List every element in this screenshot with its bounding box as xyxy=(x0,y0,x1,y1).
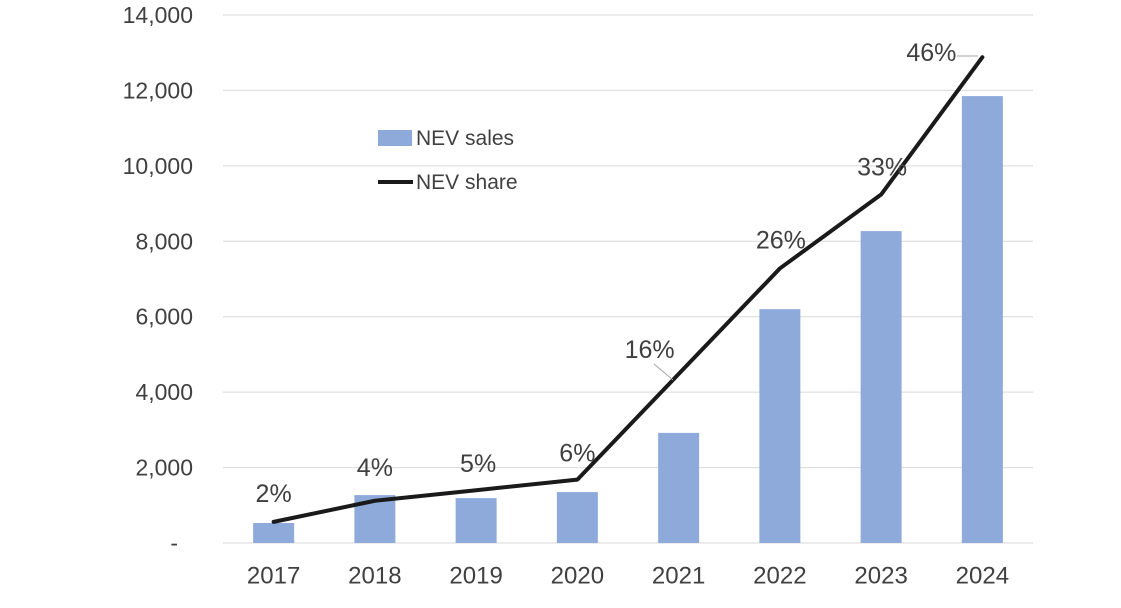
y-axis-label--: - xyxy=(170,530,178,556)
bar-2023 xyxy=(860,231,902,544)
y-axis-label-10,000: 10,000 xyxy=(123,153,193,179)
y-axis-label-2,000: 2,000 xyxy=(135,455,193,481)
data-label-6%: 6% xyxy=(559,440,595,468)
bar-2019 xyxy=(455,498,497,543)
legend-label-nev-share: NEV share xyxy=(416,170,518,194)
bar-2017 xyxy=(253,523,295,543)
x-axis-label-2021: 2021 xyxy=(652,563,705,590)
legend-label-nev-sales: NEV sales xyxy=(416,126,515,150)
data-label-46%: 46% xyxy=(906,39,956,67)
y-axis-label-12,000: 12,000 xyxy=(123,77,193,103)
y-axis-label-14,000: 14,000 xyxy=(123,2,193,28)
data-label-2%: 2% xyxy=(256,480,292,508)
y-axis-label-6,000: 6,000 xyxy=(135,304,193,330)
legend-item-nev-share: NEV share xyxy=(378,166,518,198)
x-axis-label-2022: 2022 xyxy=(753,563,806,590)
x-axis-label-2024: 2024 xyxy=(956,563,1009,590)
label-leader-line-0 xyxy=(653,363,674,381)
legend-item-nev-sales: NEV sales xyxy=(378,122,518,154)
nev-sales-swatch xyxy=(378,130,412,146)
bar-2021 xyxy=(658,432,700,543)
bar-2022 xyxy=(759,309,801,543)
bar-2020 xyxy=(556,492,598,543)
data-label-33%: 33% xyxy=(857,154,907,182)
data-label-4%: 4% xyxy=(357,454,393,482)
nev-share-line xyxy=(271,55,985,524)
data-label-16%: 16% xyxy=(625,336,675,364)
x-axis-label-2023: 2023 xyxy=(854,563,907,590)
bar-2024 xyxy=(961,96,1003,543)
nev-share-swatch xyxy=(378,180,413,184)
data-label-26%: 26% xyxy=(756,226,806,254)
y-axis-label-4,000: 4,000 xyxy=(135,379,193,405)
x-axis-label-2017: 2017 xyxy=(247,563,300,590)
x-axis-label-2020: 2020 xyxy=(551,563,604,590)
x-axis-label-2018: 2018 xyxy=(348,563,401,590)
x-axis-label-2019: 2019 xyxy=(449,563,502,590)
chart-legend: NEV sales NEV share xyxy=(378,122,518,198)
y-axis-label-8,000: 8,000 xyxy=(135,228,193,254)
data-label-5%: 5% xyxy=(460,450,496,478)
